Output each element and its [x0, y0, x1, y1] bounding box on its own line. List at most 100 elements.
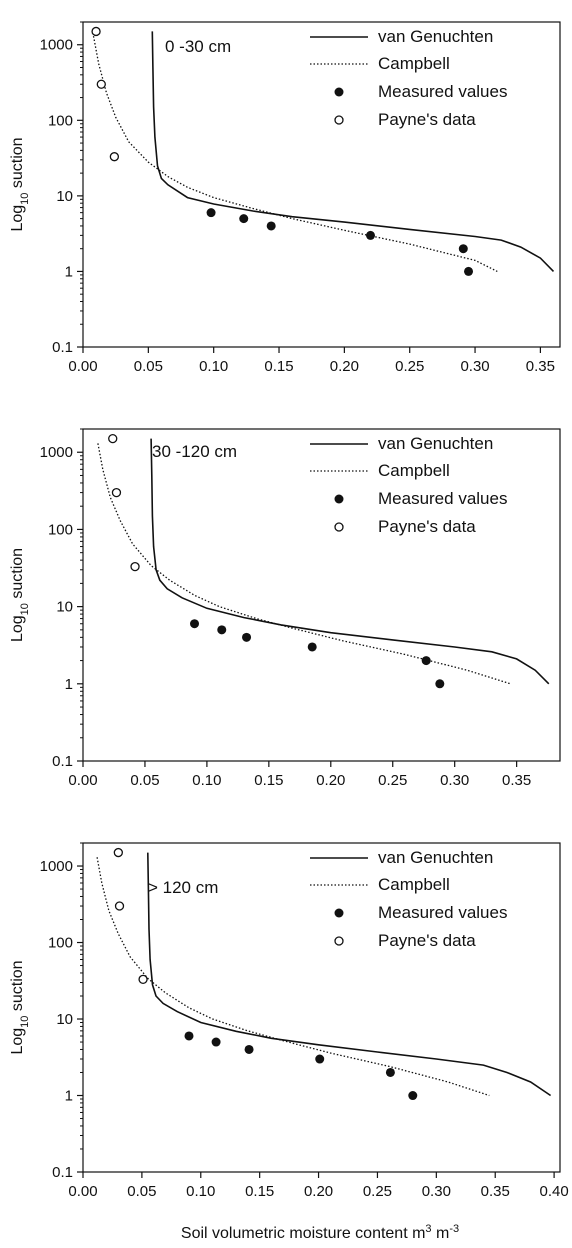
point-payne [96, 79, 106, 89]
y-tick-label: 100 [48, 521, 73, 538]
x-tick-label: 0.35 [502, 772, 531, 789]
legend-swatch-measured [334, 87, 344, 97]
y-tick-label: 0.1 [52, 339, 73, 356]
x-tick-label: 0.05 [127, 1183, 156, 1200]
x-tick-label: 0.30 [440, 772, 469, 789]
plot-area [96, 847, 552, 1101]
y-tick-label: 1 [65, 263, 73, 280]
point-measured [408, 1091, 418, 1101]
plot-frame [82, 428, 561, 762]
x-axis-title-mid: m [432, 1225, 450, 1242]
y-tick-label: 10 [56, 1011, 73, 1028]
series-line-campbell [92, 35, 498, 272]
y-tick-label: 100 [48, 935, 73, 952]
x-tick-label: 0.10 [186, 1183, 215, 1200]
point-payne [138, 974, 148, 985]
y-tick-label: 0.1 [52, 1164, 73, 1181]
x-axis-title-sup1: 3 [425, 1223, 431, 1235]
y-tick-label: 1 [65, 676, 73, 693]
x-tick-label: 0.15 [245, 1183, 274, 1200]
point-measured [211, 1037, 221, 1047]
y-tick-label: 100 [48, 112, 73, 129]
y-tick-label: 0.1 [52, 753, 73, 770]
series-line-campbell [96, 857, 490, 1097]
plot-area [97, 433, 550, 689]
legend-measured: Measured values [378, 903, 507, 922]
point-payne [130, 561, 140, 572]
x-tick-label: 0.40 [540, 1183, 569, 1200]
y-tick-label: 1 [65, 1088, 73, 1105]
point-measured [307, 642, 317, 652]
chart-panel-2: 0.00 0.05 0.10 0.15 0.20 0.25 0.30 0.35 0.1 1 10 10… [9, 428, 561, 789]
x-tick-label: 0.00 [68, 358, 97, 375]
legend-payne: Payne's data [378, 931, 476, 950]
y-axis-title-sub: 10 [19, 193, 31, 205]
y-axis-title-main: Log [9, 205, 26, 232]
y-tick-label: 1000 [40, 37, 73, 54]
y-tick-label: 10 [56, 599, 73, 616]
x-tick-label: 0.00 [68, 1183, 97, 1200]
x-tick-label: 0.10 [192, 772, 221, 789]
y-axis-title-rest: suction [9, 548, 26, 603]
legend-measured: Measured values [378, 82, 507, 101]
y-tick-label: 1000 [40, 444, 73, 461]
legend-campbell: Campbell [378, 54, 450, 73]
point-measured [217, 625, 227, 635]
legend: van Genuchten Campbell Measured values Payn… [310, 434, 507, 536]
legend-swatch-payne [334, 936, 344, 946]
x-axis-title-text: Soil volumetric moisture content m [181, 1225, 426, 1242]
x-tick-label: 0.25 [395, 358, 424, 375]
y-axis-title-sub: 10 [19, 603, 31, 615]
panels: 0.00 0.05 0.10 0.15 0.20 0.25 0.30 0.350.111010… [9, 21, 569, 1200]
point-payne [113, 847, 123, 858]
x-axis-title-sup2: -3 [449, 1223, 459, 1235]
y-axis-title-sub: 10 [19, 1016, 31, 1028]
depth-label: 30 -120 cm [152, 442, 237, 461]
point-measured [435, 679, 445, 689]
plot-area [91, 26, 555, 276]
y-axis-title-rest: suction [9, 137, 26, 192]
legend-swatch-payne [334, 522, 344, 532]
legend-swatch-measured [334, 908, 344, 918]
point-payne [91, 26, 101, 37]
y-axis-title: Log10 suction [9, 137, 31, 231]
series-line-campbell [97, 443, 511, 685]
y-tick-label: 10 [56, 188, 73, 205]
x-tick-label: 0.20 [304, 1183, 333, 1200]
y-axis-title-rest: suction [9, 960, 26, 1015]
x-tick-label: 0.20 [330, 358, 359, 375]
x-tick-label: 0.25 [363, 1183, 392, 1200]
x-tick-label: 0.05 [134, 358, 163, 375]
point-measured [184, 1031, 194, 1041]
x-tick-label: 0.05 [130, 772, 159, 789]
y-tick-label: 1000 [40, 858, 73, 875]
point-payne [109, 152, 120, 162]
point-measured [385, 1067, 395, 1077]
legend-swatch-payne [334, 115, 344, 125]
point-measured [464, 266, 474, 276]
point-measured [242, 632, 252, 642]
chart-panel-3: 0.00 0.05 0.10 0.15 0.20 0.25 0.30 0.35 0.40 0.1 1… [9, 842, 569, 1200]
legend-payne: Payne's data [378, 517, 476, 536]
x-tick-label: 0.35 [526, 358, 555, 375]
plot-frame [82, 21, 561, 348]
point-measured [206, 208, 216, 218]
legend: van Genuchten Campbell Measured values Payn… [310, 848, 507, 950]
x-tick-label: 0.00 [68, 772, 97, 789]
point-payne [114, 901, 125, 911]
legend-campbell: Campbell [378, 875, 450, 894]
depth-label: > 120 cm [148, 878, 218, 897]
series-line-van-genuchten [151, 31, 555, 272]
series-line-van-genuchten [150, 438, 550, 685]
x-tick-label: 0.35 [481, 1183, 510, 1200]
legend-van-genuchten: van Genuchten [378, 27, 493, 46]
point-measured [266, 221, 276, 231]
legend-measured: Measured values [378, 489, 507, 508]
depth-label: 0 -30 cm [165, 37, 231, 56]
x-tick-label: 0.20 [316, 772, 345, 789]
x-axis-title: Soil volumetric moisture content m3 m-3 [181, 1223, 459, 1242]
point-measured [190, 619, 200, 629]
x-tick-label: 0.15 [264, 358, 293, 375]
point-measured [458, 244, 468, 254]
